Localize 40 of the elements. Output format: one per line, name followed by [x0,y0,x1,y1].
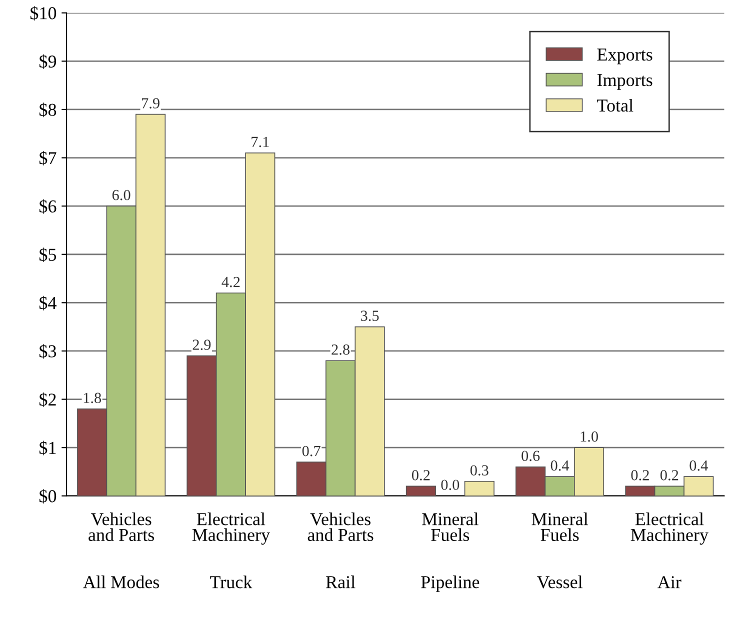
y-tick-label: $5 [40,248,56,262]
category-label: Mineral Fuels Vessel [532,512,588,588]
y-tick-label: $10 [30,6,56,21]
legend-label: Imports [597,74,652,90]
y-tick-label: $6 [40,199,56,214]
data-label: 7.9 [142,98,160,108]
data-label: 0.2 [631,470,649,480]
data-label: 0.6 [522,450,540,462]
data-label: 0.2 [412,470,430,480]
data-label: 6.0 [112,190,130,200]
data-label: 1.8 [84,392,102,404]
y-tick-label: $2 [40,392,56,407]
data-label: 4.2 [222,276,240,288]
y-tick-label: $7 [40,150,56,166]
category-label: Electrical Machinery Truck [192,512,270,588]
category-label: Mineral Fuels Pipeline [421,512,480,592]
data-label: 2.8 [332,344,350,355]
data-label: 7.1 [252,136,269,148]
category-label: Electrical Machinery Air [630,512,708,588]
category-label: Vehicles and Parts All Modes [83,512,160,588]
data-label: 1.0 [580,431,598,442]
data-label: 0.4 [690,460,708,471]
data-label: 0.7 [302,446,320,456]
bar [406,486,436,496]
y-tick-label: $0 [40,489,56,504]
legend-label: Exports [597,48,652,64]
y-tick-label: $9 [40,54,56,69]
data-label: 0.3 [470,465,488,476]
y-tick-label: $8 [40,102,56,118]
y-tick-label: $3 [40,344,56,359]
bar [464,480,494,496]
data-label: 0.2 [660,470,678,480]
y-tick-label: $4 [40,296,57,310]
data-label: 0.0 [441,480,460,490]
data-label: 2.9 [192,340,211,350]
data-label: 0.4 [550,460,570,471]
legend-label: Total [597,98,634,112]
data-label: 3.5 [360,310,379,322]
y-tick-label: $1 [40,440,56,456]
category-label: Vehicles and Parts Rail [308,512,374,588]
